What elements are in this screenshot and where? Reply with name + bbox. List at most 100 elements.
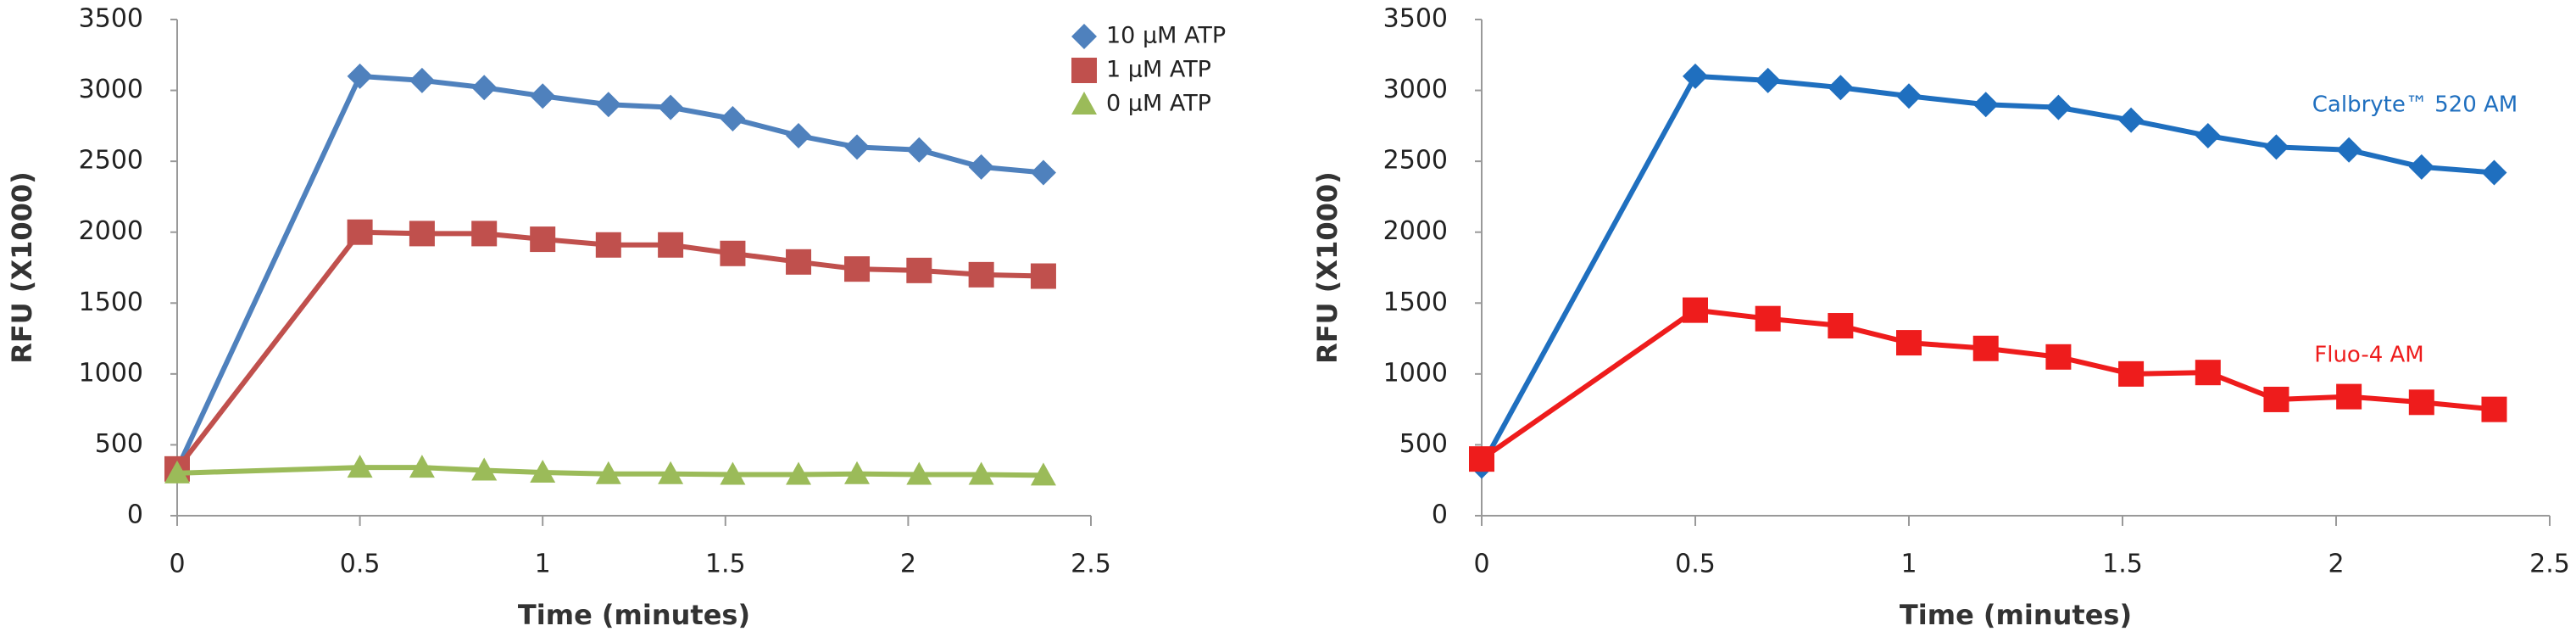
marker-square	[471, 221, 498, 247]
series-label: Calbryte™ 520 AM	[2312, 92, 2518, 118]
legend-label: 10 μM ATP	[1106, 23, 1226, 49]
marker-triangle	[720, 461, 746, 485]
chart: 0 500 1000 1500 2000 2500 3000 3500 0 0.5 1 1.5 2 2.5…	[1311, 4, 2570, 632]
marker-square	[2195, 360, 2221, 386]
marker-triangle	[347, 455, 373, 478]
y-axis-label: RFU (X1000)	[1311, 171, 1344, 364]
marker-square	[2045, 344, 2072, 370]
marker-diamond	[1755, 67, 1781, 93]
marker-square	[720, 240, 746, 266]
marker-square	[1828, 313, 1854, 339]
marker-triangle	[471, 457, 498, 481]
marker-diamond	[530, 83, 556, 109]
y-tick-label: 500	[1399, 429, 1448, 459]
marker-triangle	[409, 455, 435, 478]
y-tick-label: 2500	[1383, 146, 1448, 176]
marker-diamond	[2481, 159, 2507, 186]
marker-diamond	[2408, 154, 2434, 180]
marker-square	[1030, 263, 1056, 289]
marker-diamond	[844, 134, 871, 160]
x-tick-label: 0.5	[340, 550, 381, 579]
y-tick-label: 2000	[1383, 216, 1448, 246]
marker-triangle	[906, 461, 932, 485]
marker-square	[968, 261, 994, 288]
marker-square	[844, 256, 871, 282]
y-tick-label: 3000	[79, 75, 143, 104]
marker-square	[409, 221, 435, 247]
x-tick-label: 2.5	[2529, 550, 2570, 579]
marker-square	[2336, 383, 2362, 410]
marker-diamond	[471, 75, 498, 101]
marker-diamond	[1972, 92, 1999, 118]
marker-square	[347, 219, 373, 245]
marker-square	[906, 257, 932, 283]
y-axis-label: RFU (X1000)	[6, 171, 38, 364]
marker-triangle	[786, 461, 812, 485]
marker-square	[1071, 58, 1097, 83]
x-tick-label: 1.5	[2102, 550, 2143, 579]
marker-diamond	[720, 106, 746, 131]
marker-diamond	[906, 137, 932, 163]
x-tick-label: 0.5	[1675, 550, 1716, 579]
x-tick-label: 2	[2328, 550, 2344, 579]
marker-diamond	[2195, 123, 2221, 149]
marker-triangle	[658, 461, 684, 484]
marker-diamond	[347, 63, 373, 89]
y-tick-label: 1500	[79, 288, 143, 317]
marker-square	[2118, 360, 2145, 387]
marker-diamond	[1030, 159, 1056, 186]
marker-triangle	[595, 461, 621, 484]
marker-square	[1469, 446, 1494, 472]
marker-diamond	[1071, 24, 1097, 49]
y-tick-label: 2000	[79, 216, 143, 246]
marker-square	[2481, 396, 2507, 422]
marker-square	[2408, 389, 2434, 416]
marker-diamond	[409, 67, 435, 93]
marker-square	[530, 226, 556, 253]
marker-diamond	[1828, 75, 1854, 101]
y-tick-label: 0	[127, 500, 143, 530]
x-axis-label: Time (minutes)	[1900, 599, 2132, 631]
marker-diamond	[2118, 107, 2145, 133]
y-tick-label: 3500	[1383, 4, 1448, 34]
legend-label: 0 μM ATP	[1106, 91, 1211, 117]
x-axis-label: Time (minutes)	[518, 599, 750, 631]
marker-diamond	[1683, 63, 1708, 89]
marker-triangle	[968, 461, 994, 485]
y-tick-label: 1000	[79, 358, 143, 388]
marker-triangle	[530, 460, 556, 483]
marker-triangle	[1071, 92, 1097, 115]
marker-diamond	[2263, 134, 2289, 160]
y-tick-label: 1500	[1383, 288, 1448, 317]
marker-diamond	[595, 92, 621, 118]
marker-diamond	[2045, 94, 2072, 120]
marker-diamond	[1896, 83, 1922, 109]
x-tick-label: 0	[169, 550, 185, 579]
x-tick-label: 2.5	[1071, 550, 1111, 579]
y-tick-label: 2500	[79, 146, 143, 176]
x-tick-label: 1	[1900, 550, 1917, 579]
y-tick-label: 0	[1432, 500, 1448, 530]
marker-diamond	[658, 94, 684, 120]
x-tick-label: 2	[900, 550, 916, 579]
marker-square	[1683, 297, 1708, 323]
y-tick-label: 3000	[1383, 75, 1448, 104]
series-label: Fluo-4 AM	[2314, 343, 2423, 368]
y-tick-label: 3500	[79, 4, 143, 34]
marker-square	[658, 232, 684, 258]
marker-square	[786, 249, 812, 275]
marker-square	[1972, 335, 1999, 361]
marker-diamond	[786, 123, 812, 149]
marker-square	[2263, 386, 2289, 412]
x-tick-label: 0	[1473, 550, 1489, 579]
x-tick-label: 1.5	[705, 550, 746, 579]
marker-square	[595, 232, 621, 258]
legend-label: 1 μM ATP	[1106, 57, 1211, 83]
y-tick-label: 500	[95, 429, 143, 459]
marker-diamond	[968, 154, 994, 180]
marker-triangle	[844, 461, 871, 484]
marker-square	[1755, 305, 1781, 332]
x-tick-label: 1	[535, 550, 551, 579]
chart: 0 500 1000 1500 2000 2500 3000 3500 0 0.5 1 1.5 2 2.5…	[6, 4, 1226, 632]
